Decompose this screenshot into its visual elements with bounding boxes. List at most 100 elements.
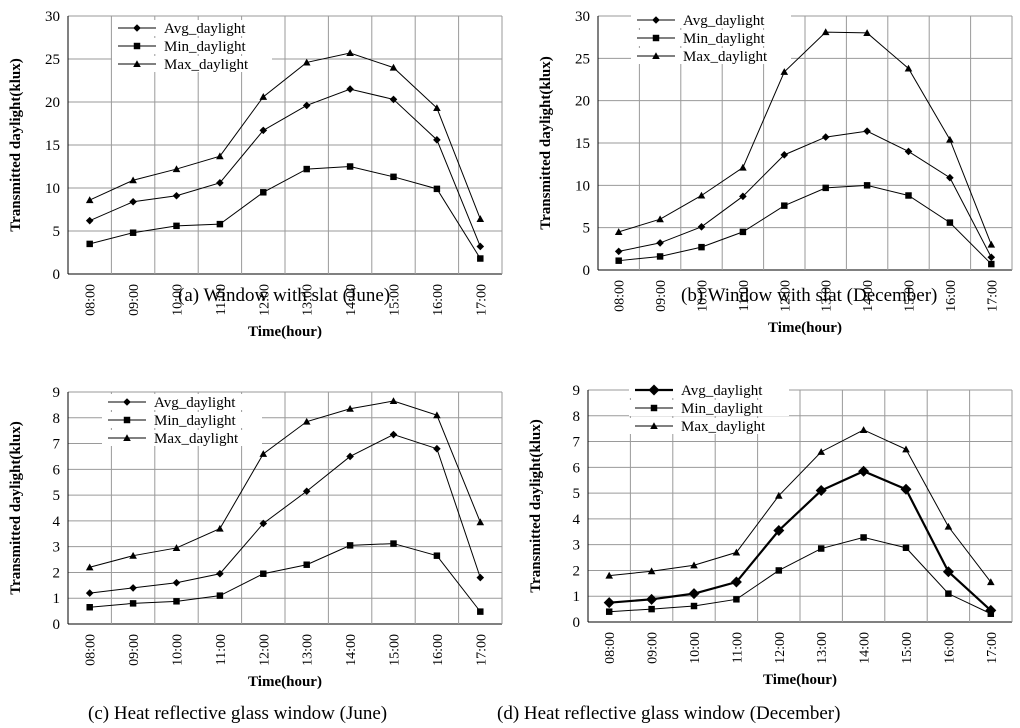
xtick-label-a-5: 13:00 xyxy=(301,284,316,316)
ytick-label-d-5: 5 xyxy=(573,486,581,502)
point-d-min-daylight-6 xyxy=(860,534,867,541)
point-b-avg-daylight-9 xyxy=(987,253,996,262)
ytick-label-b-6: 30 xyxy=(575,9,590,25)
point-a-min-daylight-1 xyxy=(129,229,137,236)
series-line-d-min-daylight xyxy=(609,536,992,615)
ytick-label-b-3: 15 xyxy=(575,136,590,152)
y-axis-title-c: Transmitted daylight(klux) xyxy=(8,421,24,595)
point-d-avg-daylight-1 xyxy=(646,593,658,605)
point-a-avg-daylight-0 xyxy=(85,216,94,225)
legend-marker-c-avg-daylight xyxy=(123,398,131,406)
point-c-max-daylight-2 xyxy=(172,544,181,551)
xtick-label-b-7: 15:00 xyxy=(903,280,918,312)
legend-bg-c-1 xyxy=(102,412,262,428)
ytick-label-c-2: 2 xyxy=(53,565,61,581)
xtick-label-c-2: 10:00 xyxy=(171,634,186,666)
caption-c-text: Heat reflective glass window (June) xyxy=(113,703,388,724)
y-axis-title-d: Transmitted daylight(klux) xyxy=(528,419,544,593)
point-c-min-daylight-9 xyxy=(477,608,484,615)
point-d-avg-daylight-4 xyxy=(773,524,785,536)
ytick-label-c-6: 6 xyxy=(53,462,61,478)
xtick-label-a-4: 12:00 xyxy=(257,284,272,316)
ytick-label-d-1: 1 xyxy=(573,589,581,605)
xtick-label-b-8: 16:00 xyxy=(944,280,959,312)
y-axis-title-b: Transmitted daylight(klux) xyxy=(538,56,554,230)
point-b-max-daylight-8 xyxy=(946,135,954,143)
point-a-min-daylight-3 xyxy=(216,220,224,228)
point-a-min-daylight-8 xyxy=(433,185,441,193)
point-c-avg-daylight-2 xyxy=(172,578,181,587)
caption-a: (a) Window with slat (June) xyxy=(178,285,390,307)
point-a-avg-daylight-5 xyxy=(302,101,311,110)
caption-a-text: Window with slat (June) xyxy=(203,285,391,306)
ytick-label-a-1: 5 xyxy=(53,224,61,240)
xtick-label-c-6: 14:00 xyxy=(344,634,359,666)
legend-label-c-avg-daylight: Avg_daylight xyxy=(154,395,236,411)
point-c-min-daylight-7 xyxy=(390,540,397,547)
point-c-avg-daylight-5 xyxy=(302,487,311,496)
ytick-label-d-8: 8 xyxy=(573,409,581,425)
legend-label-b-min-daylight: Min_daylight xyxy=(683,31,765,47)
point-b-avg-daylight-4 xyxy=(780,151,789,159)
ytick-label-b-4: 20 xyxy=(575,94,590,110)
legend-bg-b-0 xyxy=(631,12,791,28)
legend-label-a-min-daylight: Min_daylight xyxy=(164,39,246,55)
xtick-label-d-2: 10:00 xyxy=(688,632,703,664)
point-d-min-daylight-0 xyxy=(605,608,613,615)
point-d-min-daylight-2 xyxy=(690,602,698,610)
point-d-max-daylight-1 xyxy=(647,567,656,575)
point-c-max-daylight-1 xyxy=(129,551,137,559)
xtick-label-b-6: 14:00 xyxy=(861,280,876,312)
ytick-label-d-4: 4 xyxy=(573,512,581,528)
xtick-label-d-7: 15:00 xyxy=(900,632,915,664)
xtick-label-d-3: 11:00 xyxy=(730,632,745,663)
point-d-max-daylight-8 xyxy=(944,522,953,530)
point-c-avg-daylight-8 xyxy=(433,444,441,453)
point-b-max-daylight-2 xyxy=(697,191,706,199)
point-b-avg-daylight-6 xyxy=(863,127,871,135)
ytick-label-c-9: 9 xyxy=(53,385,61,401)
point-c-avg-daylight-0 xyxy=(85,589,94,597)
point-c-min-daylight-2 xyxy=(173,598,180,605)
caption-d-label: (d) xyxy=(497,703,520,724)
ytick-label-c-7: 7 xyxy=(53,437,61,453)
legend-bg-d-0 xyxy=(629,382,789,398)
legend-label-a-avg-daylight: Avg_daylight xyxy=(164,21,246,37)
point-b-min-daylight-3 xyxy=(739,228,747,236)
series-line-c-min-daylight xyxy=(89,543,481,612)
point-b-min-daylight-0 xyxy=(615,257,622,264)
point-b-min-daylight-1 xyxy=(656,253,664,260)
point-c-max-daylight-9 xyxy=(476,518,485,526)
point-c-min-daylight-6 xyxy=(346,542,354,549)
point-b-avg-daylight-2 xyxy=(697,223,706,231)
y-axis-title-a: Transmitted daylight(klux) xyxy=(8,58,24,232)
caption-b-label: (b) xyxy=(681,285,704,306)
ytick-label-d-7: 7 xyxy=(573,435,581,451)
point-a-max-daylight-3 xyxy=(216,152,224,160)
point-d-avg-daylight-5 xyxy=(815,485,827,497)
point-a-avg-daylight-3 xyxy=(216,179,224,187)
legend-bg-d-2 xyxy=(629,418,789,434)
series-line-d-max-daylight xyxy=(609,429,992,583)
point-d-max-daylight-6 xyxy=(859,426,868,433)
point-a-min-daylight-5 xyxy=(303,165,310,173)
point-a-max-daylight-9 xyxy=(476,215,485,222)
xtick-label-a-7: 15:00 xyxy=(388,284,403,316)
legend-marker-b-min-daylight xyxy=(652,34,660,42)
point-d-max-daylight-9 xyxy=(987,578,995,586)
point-d-min-daylight-5 xyxy=(817,545,825,552)
point-a-max-daylight-4 xyxy=(259,93,268,100)
point-a-min-daylight-4 xyxy=(260,189,267,196)
point-a-avg-daylight-7 xyxy=(389,95,398,104)
point-d-avg-daylight-6 xyxy=(858,465,870,477)
caption-d-text: Heat reflective glass window (December) xyxy=(523,703,841,724)
legend-label-d-min-daylight: Min_daylight xyxy=(681,401,763,417)
point-d-min-daylight-9 xyxy=(987,610,995,617)
legend-bg-b-1 xyxy=(631,30,791,46)
point-d-min-daylight-8 xyxy=(945,590,952,597)
point-d-avg-daylight-8 xyxy=(942,566,954,578)
legend-label-b-avg-daylight: Avg_daylight xyxy=(683,13,765,29)
series-line-a-avg-daylight xyxy=(89,88,481,247)
point-d-max-daylight-2 xyxy=(690,561,698,569)
point-b-min-daylight-6 xyxy=(863,182,871,189)
